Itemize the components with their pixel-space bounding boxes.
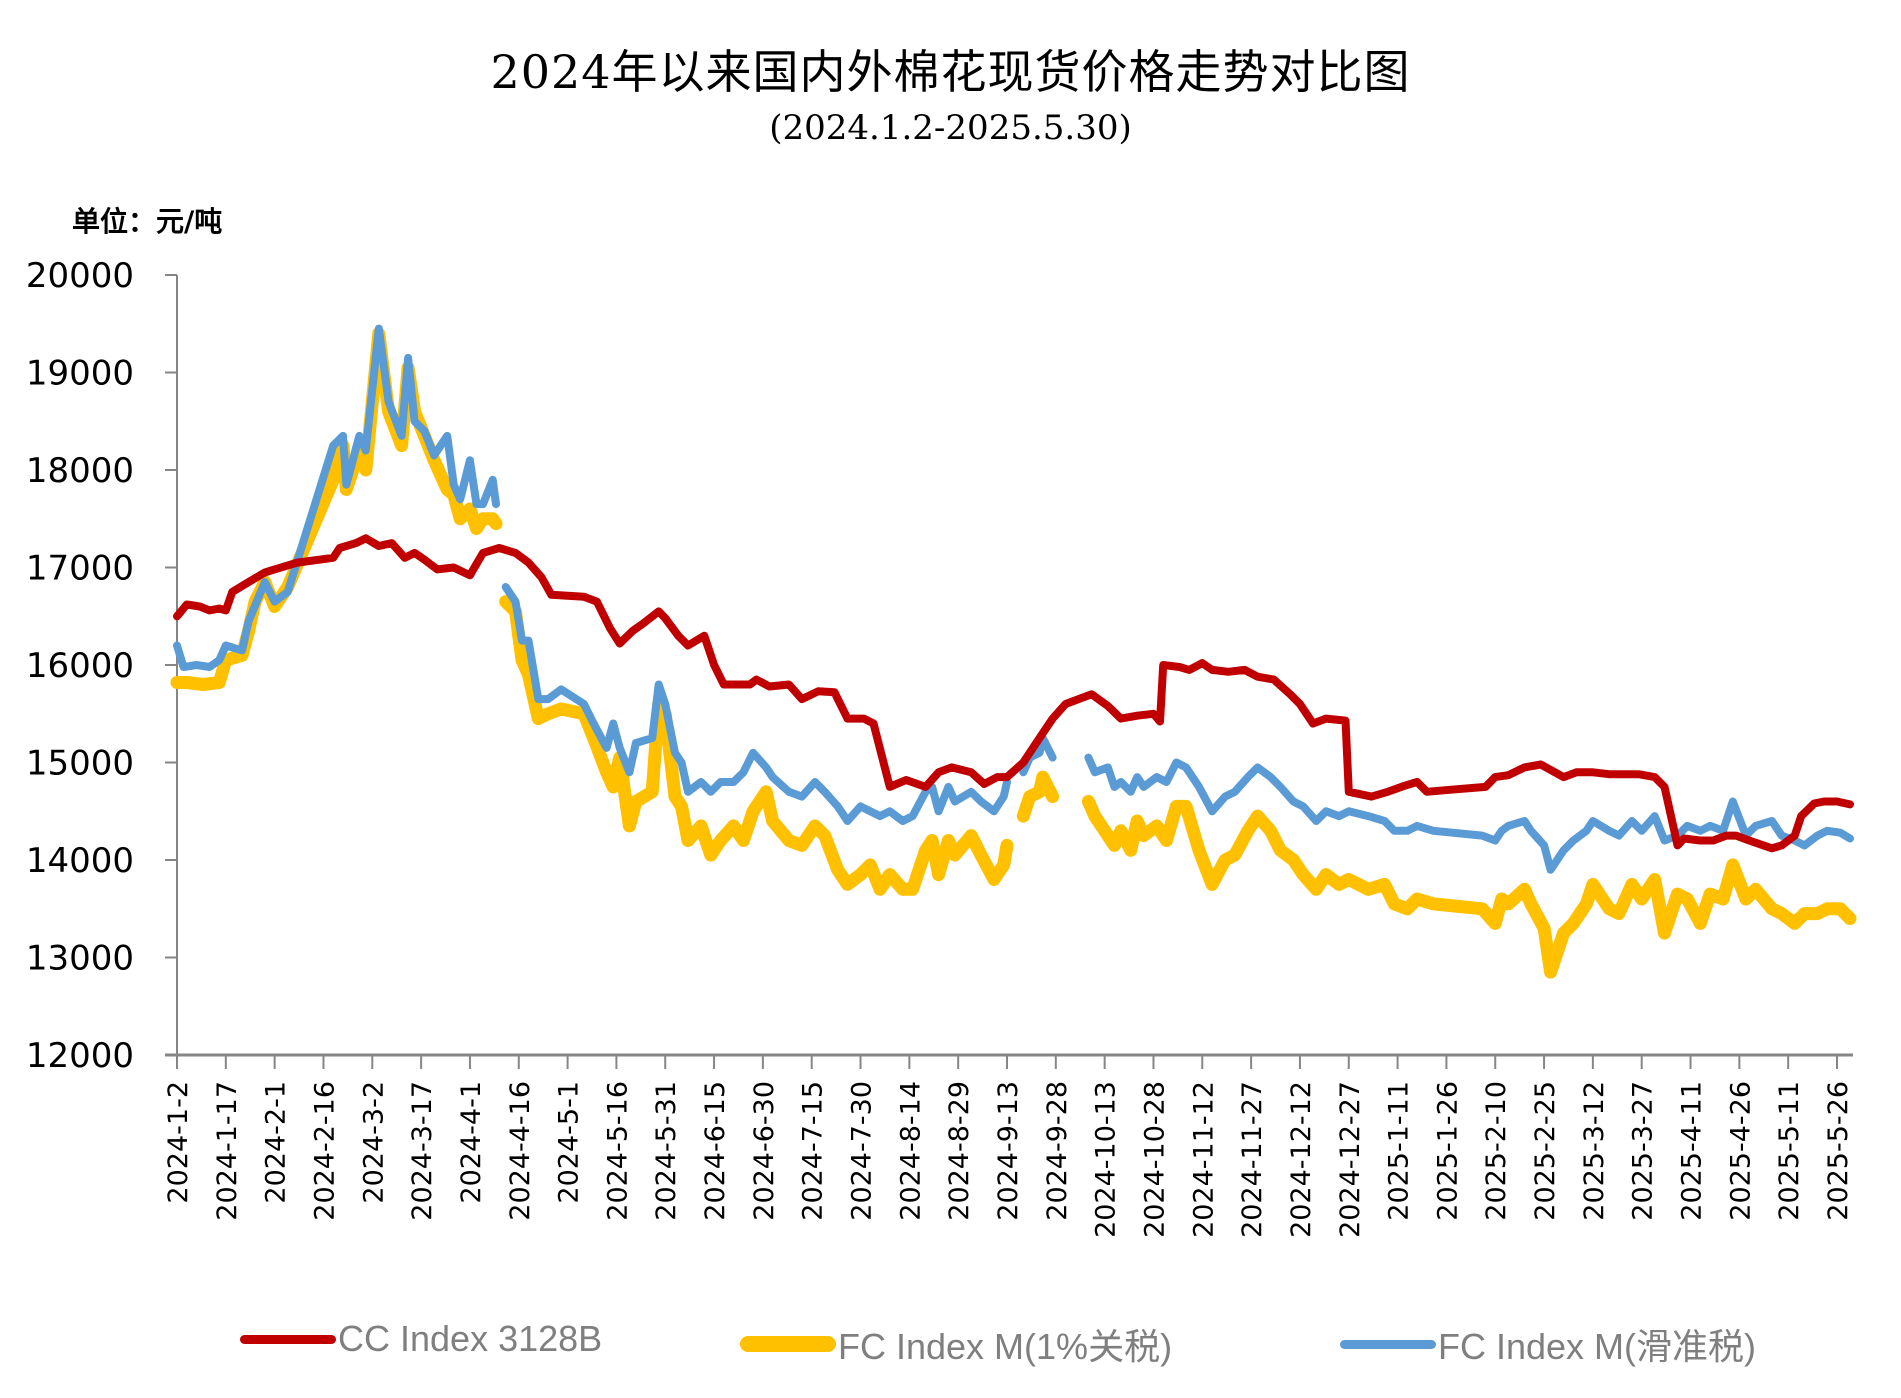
x-tick-label: 2024-1-17 [212,1081,243,1221]
chart-subtitle: (2024.1.2-2025.5.30) [769,108,1132,148]
x-tick-label: 2025-1-26 [1432,1081,1463,1221]
x-tick-label: 2024-3-2 [358,1081,389,1204]
series-layer [170,324,1857,979]
x-tick-label: 2024-4-1 [456,1081,487,1204]
x-tick-label: 2024-3-17 [407,1081,438,1221]
legend-label: FC Index M(1%关税) [838,1326,1173,1367]
x-tick-label: 2024-2-16 [309,1081,340,1221]
y-tick-label: 19000 [26,354,134,394]
x-tick-label: 2024-2-1 [261,1081,292,1204]
legend-item-cc-index: CC Index 3128B [240,1318,602,1360]
legend-label: FC Index M(滑准税) [1438,1326,1757,1367]
x-tick-label: 2024-7-15 [798,1081,829,1221]
y-tick-label: 14000 [26,841,134,881]
series-line [173,324,1854,874]
x-tick-label: 2025-2-10 [1481,1081,1512,1221]
x-tick-label: 2024-6-30 [749,1081,780,1221]
x-tick-label: 2024-12-27 [1335,1081,1366,1238]
y-tick-label: 20000 [26,256,134,296]
legend-label: CC Index 3128B [338,1318,603,1359]
x-tick-label: 2024-5-1 [554,1081,585,1204]
x-tick-label: 2025-5-26 [1823,1081,1854,1221]
y-tick-label: 17000 [26,549,134,589]
x-tick-label: 2025-1-11 [1384,1081,1415,1221]
legend-item-fc-index-1pct: FC Index M(1%关税) [740,1318,1172,1370]
series-1 [170,327,1857,979]
series-2 [173,324,1854,874]
y-tick-label: 15000 [26,744,134,784]
x-tick-label: 2024-1-2 [163,1081,194,1204]
legend-swatch-red [240,1334,336,1344]
x-tick-label: 2024-10-28 [1139,1081,1170,1238]
x-tick-label: 2025-5-11 [1774,1081,1805,1221]
x-tick-label: 2024-11-12 [1188,1081,1219,1238]
x-tick-label: 2024-9-13 [993,1081,1024,1221]
legend: CC Index 3128B FC Index M(1%关税) FC Index… [0,1318,1901,1378]
x-tick-label: 2024-4-16 [505,1081,536,1221]
unit-label: 单位：元/吨 [72,205,223,238]
x-tick-label: 2024-12-12 [1286,1081,1317,1238]
x-tick-label: 2024-9-28 [1042,1081,1073,1221]
series-line [173,534,1854,853]
axes [165,274,1853,1069]
legend-swatch-yellow [740,1336,836,1352]
tick-labels: 20000 19000 18000 17000 16000 15000 14000 13000… [26,256,1854,1238]
x-tick-label: 2024-5-31 [651,1081,682,1221]
legend-item-fc-index-sliding: FC Index M(滑准税) [1340,1318,1756,1370]
y-tick-label: 13000 [26,939,134,979]
x-tick-label: 2024-5-16 [602,1081,633,1221]
series-line [170,327,1857,979]
y-tick-label: 16000 [26,646,134,686]
x-tick-label: 2025-4-26 [1725,1081,1756,1221]
y-tick-label: 18000 [26,451,134,491]
y-tick-label: 12000 [26,1036,134,1076]
x-tick-label: 2025-3-12 [1579,1081,1610,1221]
legend-swatch-blue [1340,1339,1436,1349]
x-tick-label: 2024-11-27 [1237,1081,1268,1238]
x-tick-label: 2024-8-29 [944,1081,975,1221]
x-tick-label: 2024-6-15 [700,1081,731,1221]
series-0 [173,534,1854,853]
x-tick-label: 2025-3-27 [1628,1081,1659,1221]
x-tick-label: 2025-2-25 [1530,1081,1561,1221]
x-tick-label: 2024-7-30 [847,1081,878,1221]
x-tick-label: 2024-10-13 [1091,1081,1122,1238]
x-tick-label: 2024-8-14 [895,1081,926,1221]
chart-title: 2024年以来国内外棉花现货价格走势对比图 [490,45,1411,99]
x-tick-label: 2025-4-11 [1677,1081,1708,1221]
